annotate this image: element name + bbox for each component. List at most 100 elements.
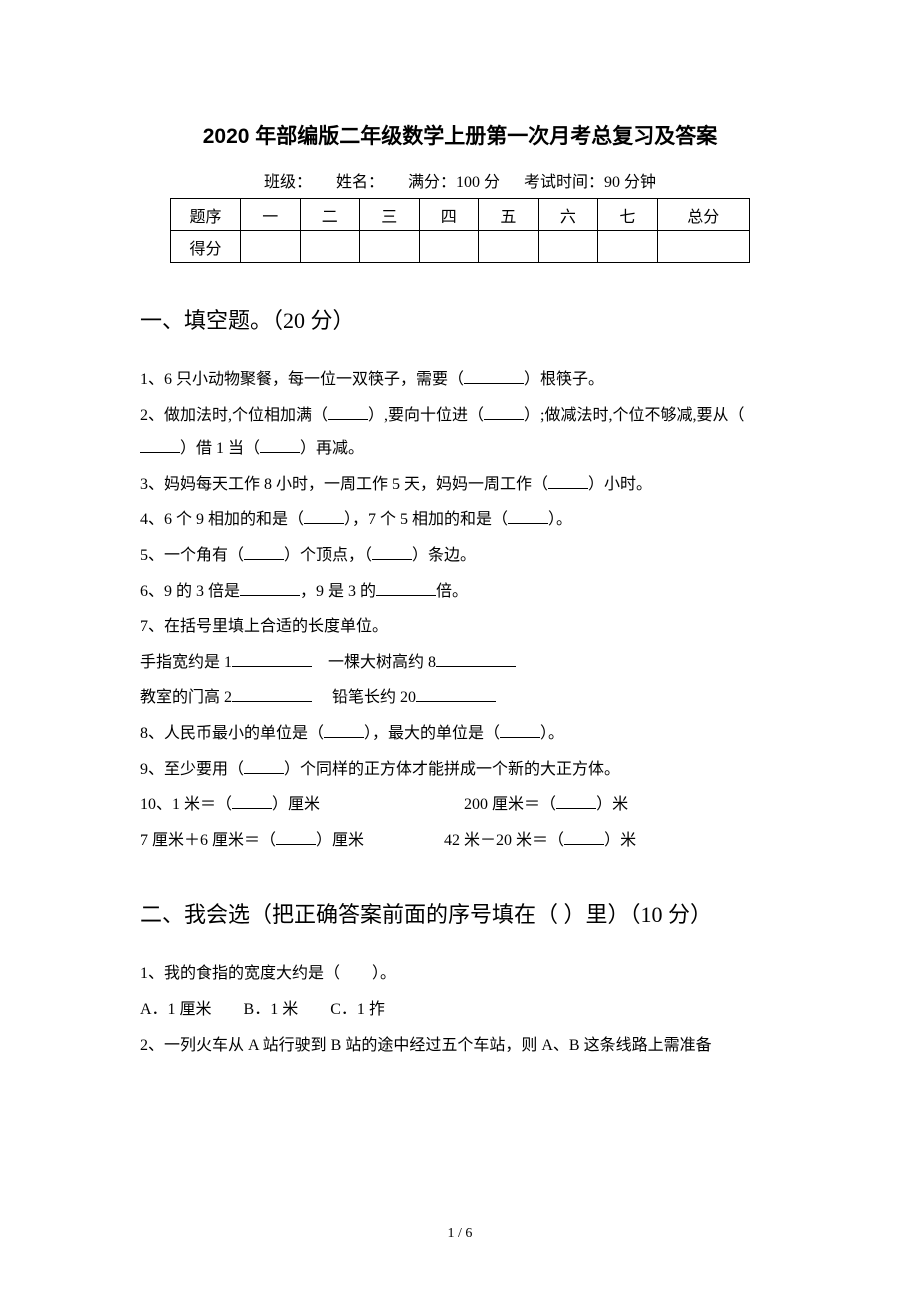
s2-question-1-options: A．1 厘米 B．1 米 C．1 拃 [140,993,780,1027]
question-1: 1、6 只小动物聚餐，每一位一双筷子，需要（ ）根筷子。 [140,363,780,397]
score-cell [479,231,539,263]
score-header: 题序 [171,199,241,231]
q-text: 倍。 [436,583,468,600]
q-text: ）个同样的正方体才能拼成一个新的大正方体。 [284,761,620,778]
score-header: 七 [598,199,658,231]
q-text: 9、至少要用（ [140,761,244,778]
question-2: 2、做加法时,个位相加满（ ）,要向十位进（ ）;做减法时,个位不够减,要从（ ）借 … [140,399,780,466]
page-title: 2020 年部编版二年级数学上册第一次月考总复习及答案 [140,120,780,150]
meta-line: 班级： 姓名： 满分：100 分 考试时间：90 分钟 [140,168,780,192]
question-10-line2: 7 厘米＋6 厘米＝（ ）厘米 42 米－20 米＝（ ）米 [140,824,780,858]
q-text: ）;做减法时,个位不够减,要从（ [524,407,744,424]
blank [304,508,344,524]
q-text: 200 厘米＝（ [464,796,556,813]
q-text: ）条边。 [412,547,476,564]
score-header: 总分 [657,199,749,231]
blank [140,437,180,453]
q-text: 1、6 只小动物聚餐，每一位一双筷子，需要（ [140,371,464,388]
q-text: 7 厘米＋6 厘米＝（ [140,832,276,849]
q-text: 10、1 米＝（ [140,796,232,813]
blank [416,686,496,702]
q-text: ）借 1 当（ [180,440,260,457]
score-cell [419,231,479,263]
section-2-heading: 二、我会选（把正确答案前面的序号填在（ ）里）（10 分） [140,897,780,929]
table-row: 题序 一 二 三 四 五 六 七 总分 [171,199,750,231]
question-7-line2: 教室的门高 2 铅笔长约 20 [140,681,780,715]
score-header: 一 [241,199,301,231]
score-cell [360,231,420,263]
blank [484,404,524,420]
q-text: ），最大的单位是（ [364,725,500,742]
blank [324,722,364,738]
score-cell [657,231,749,263]
score-header: 六 [538,199,598,231]
q-text: 3、妈妈每天工作 8 小时，一周工作 5 天，妈妈一周工作（ [140,476,548,493]
q-text: ）厘米 [316,832,364,849]
q-text: 4、6 个 9 相加的和是（ [140,511,304,528]
blank [244,758,284,774]
blank [260,437,300,453]
q-text: 6、9 的 3 倍是 [140,583,240,600]
blank [244,544,284,560]
q-text: 8、人民币最小的单位是（ [140,725,324,742]
score-cell [538,231,598,263]
blank [276,829,316,845]
blank [500,722,540,738]
q-text: 铅笔长约 20 [332,689,416,706]
question-10-line1: 10、1 米＝（ ）厘米 200 厘米＝（ ）米 [140,788,780,822]
blank [564,829,604,845]
s2-question-1: 1、我的食指的宽度大约是（ ）。 [140,957,780,991]
score-cell [300,231,360,263]
time-label: 考试时间：90 分钟 [524,174,656,191]
score-header: 五 [479,199,539,231]
blank [232,686,312,702]
name-label: 姓名： [336,174,384,191]
q-text: ）个顶点，（ [284,547,372,564]
blank [556,793,596,809]
score-header: 三 [360,199,420,231]
question-3: 3、妈妈每天工作 8 小时，一周工作 5 天，妈妈一周工作（ ）小时。 [140,468,780,502]
class-label: 班级： [264,174,312,191]
question-7-line1: 手指宽约是 1 一棵大树高约 8 [140,646,780,680]
q-text: ）,要向十位进（ [368,407,484,424]
q-text: 5、一个角有（ [140,547,244,564]
q-text: ）小时。 [588,476,652,493]
score-cell [241,231,301,263]
question-4: 4、6 个 9 相加的和是（ ），7 个 5 相加的和是（ ）。 [140,503,780,537]
blank [548,473,588,489]
score-header: 二 [300,199,360,231]
q-text: ）米 [604,832,636,849]
blank [376,580,436,596]
question-6: 6、9 的 3 倍是，9 是 3 的倍。 [140,575,780,609]
score-table: 题序 一 二 三 四 五 六 七 总分 得分 [170,198,750,263]
score-header: 四 [419,199,479,231]
q-text: ），7 个 5 相加的和是（ [344,511,508,528]
question-5: 5、一个角有（ ）个顶点，（ ）条边。 [140,539,780,573]
question-9: 9、至少要用（ ）个同样的正方体才能拼成一个新的大正方体。 [140,753,780,787]
q-text: ）米 [596,796,628,813]
s2-question-2: 2、一列火车从 A 站行驶到 B 站的途中经过五个车站，则 A、B 这条线路上需… [140,1029,780,1063]
q-text: ）。 [540,725,564,742]
blank [436,651,516,667]
q-text: 教室的门高 2 [140,689,232,706]
page-number: 1 / 6 [0,1226,920,1242]
blank [232,651,312,667]
blank [372,544,412,560]
q-text: 42 米－20 米＝（ [444,832,564,849]
question-8: 8、人民币最小的单位是（ ），最大的单位是（ ）。 [140,717,780,751]
section-1-heading: 一、填空题。（20 分） [140,303,780,335]
q-text: ）根筷子。 [524,371,604,388]
q-text: 一棵大树高约 8 [328,654,436,671]
score-cell [598,231,658,263]
q-text: ）厘米 [272,796,320,813]
blank [240,580,300,596]
score-row-label: 得分 [171,231,241,263]
q-text: ）。 [548,511,572,528]
full-marks-label: 满分：100 分 [408,174,500,191]
blank [328,404,368,420]
q-text: 2、做加法时,个位相加满（ [140,407,328,424]
q-text: 手指宽约是 1 [140,654,232,671]
question-7: 7、在括号里填上合适的长度单位。 [140,610,780,644]
blank [508,508,548,524]
q-text: ）再减。 [300,440,364,457]
